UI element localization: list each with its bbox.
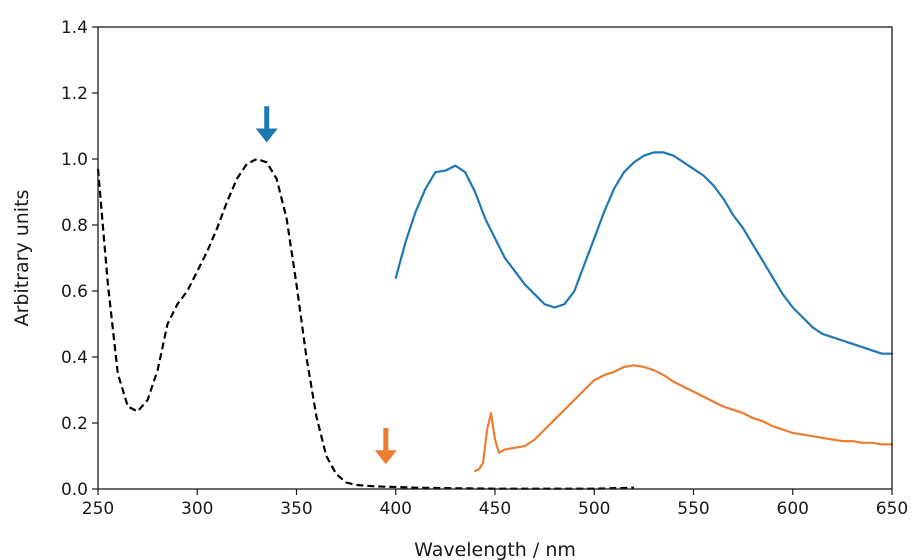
x-tick-label: 400 — [380, 499, 412, 519]
y-tick-label: 0.2 — [61, 414, 88, 434]
absorption-curve — [96, 157, 635, 490]
y-tick-label: 0.6 — [61, 282, 88, 302]
x-tick-label: 350 — [280, 499, 312, 519]
y-axis-ticks: 0.0 0.2 0.4 0.6 0.8 1.0 1.2 1.4 — [61, 18, 98, 500]
excitation-arrow-blue — [255, 106, 278, 143]
x-tick-label: 300 — [181, 499, 213, 519]
emission-curve-blue — [394, 151, 894, 355]
y-axis-title: Arbitrary units — [11, 190, 33, 327]
x-tick-label: 450 — [479, 499, 511, 519]
y-tick-label: 0.4 — [61, 348, 88, 368]
x-tick-label: 600 — [777, 499, 809, 519]
x-tick-label: 550 — [677, 499, 709, 519]
plot-frame — [97, 26, 893, 490]
y-tick-label: 1.4 — [61, 18, 88, 38]
y-tick-label: 1.0 — [61, 150, 88, 170]
x-tick-label: 650 — [876, 499, 908, 519]
curves-layer — [96, 151, 894, 490]
emission-curve-orange — [474, 364, 894, 472]
y-tick-label: 1.2 — [61, 84, 88, 104]
y-tick-label: 0.0 — [61, 480, 88, 500]
arrows-layer — [255, 106, 397, 465]
x-tick-label: 500 — [578, 499, 610, 519]
x-tick-label: 250 — [82, 499, 114, 519]
x-axis-ticks: 250 300 350 400 450 500 550 600 650 — [82, 489, 908, 519]
excitation-arrow-orange — [374, 427, 397, 465]
x-axis-title: Wavelength / nm — [414, 539, 576, 560]
y-tick-label: 0.8 — [61, 216, 88, 236]
